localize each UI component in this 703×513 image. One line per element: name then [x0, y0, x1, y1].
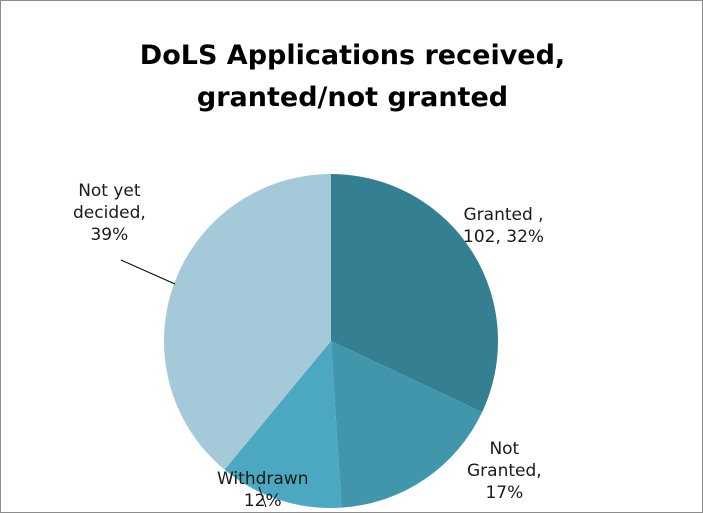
- data-label-not-yet-decided-line-1: Not yet: [78, 181, 141, 201]
- chart-title-line-1: DoLS Applications received,: [139, 40, 566, 71]
- data-label-withdrawn: Withdrawn 12%: [217, 468, 308, 512]
- data-label-withdrawn-line-2: 12%: [243, 491, 282, 511]
- data-label-not-yet-decided: Not yet decided, 39%: [73, 180, 146, 246]
- data-label-not-granted-line-3: 17%: [485, 483, 524, 503]
- pie-slices: [163, 174, 499, 509]
- data-label-not-yet-decided-line-3: 39%: [90, 225, 129, 245]
- pie-slice-not-granted: [331, 341, 483, 508]
- pie-slice-granted: [331, 174, 499, 413]
- pie-slice-withdrawn: [224, 341, 342, 509]
- data-label-withdrawn-line-1: Withdrawn: [217, 469, 309, 489]
- chart-title-line-2: granted/not granted: [196, 82, 509, 113]
- pie-slice-not-yet-decided: [163, 174, 331, 470]
- leader-lines: [120, 259, 267, 508]
- data-label-not-yet-decided-line-2: decided,: [73, 203, 146, 223]
- leader-line-withdrawn: [258, 486, 267, 508]
- data-label-not-granted: Not Granted, 17%: [467, 438, 542, 504]
- data-label-granted-line-2: 102, 32%: [463, 227, 545, 247]
- data-label-granted: Granted , 102, 32%: [463, 204, 544, 248]
- data-label-not-granted-line-1: Not: [489, 439, 520, 459]
- data-label-granted-line-1: Granted ,: [463, 205, 544, 225]
- data-label-not-granted-line-2: Granted,: [467, 461, 542, 481]
- leader-line-not-yet-decided: [120, 259, 176, 285]
- chart-title: DoLS Applications received, granted/not …: [1, 35, 702, 119]
